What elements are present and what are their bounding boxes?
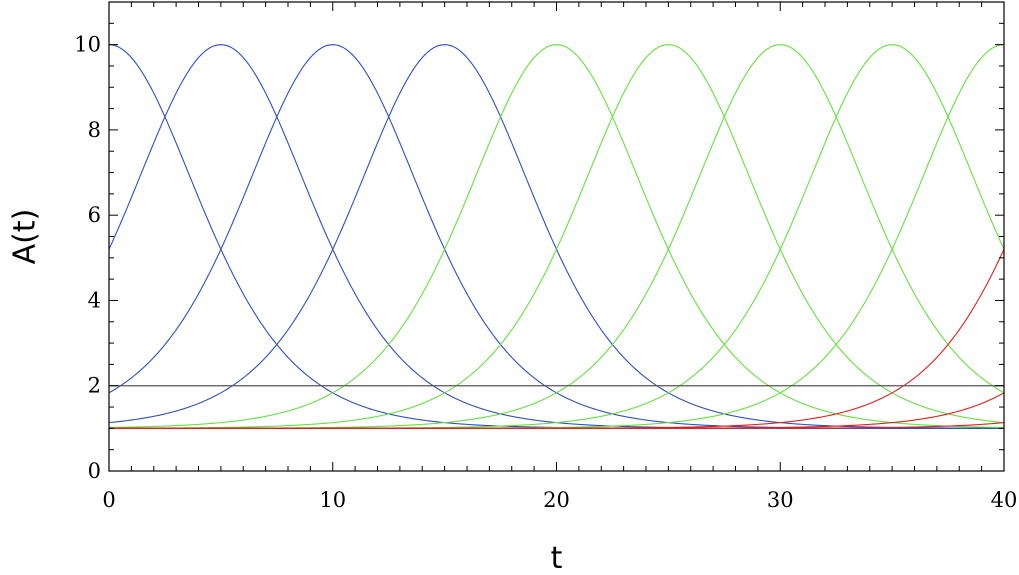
series-line-2	[108, 44, 1004, 429]
y-tick-label: 2	[88, 374, 101, 398]
x-tick-label: 40	[991, 488, 1018, 512]
series-line-3	[108, 44, 1004, 429]
y-tick-label: 10	[74, 33, 101, 57]
series-line-11	[109, 422, 1005, 429]
curves-group	[108, 44, 1005, 429]
x-tick-label: 30	[767, 488, 794, 512]
ticks-group	[108, 1, 1005, 472]
plot-frame	[108, 1, 1005, 472]
x-axis-label: t	[551, 541, 563, 575]
series-line-7	[109, 44, 1005, 429]
series-line-4	[108, 44, 1005, 429]
series-line-9	[109, 249, 1005, 429]
series-line-1	[108, 44, 1004, 429]
series-line-8	[109, 44, 1005, 429]
x-tick-label: 10	[319, 488, 346, 512]
x-tick-label: 20	[543, 488, 570, 512]
y-axis-label: A(t)	[8, 209, 43, 265]
series-line-5	[109, 44, 1005, 429]
y-tick-label: 0	[88, 459, 101, 483]
y-tick-label: 6	[88, 203, 101, 227]
series-line-0	[108, 44, 1004, 429]
tick-labels-group: 0 10 20 30 40 0 2 4 6 8 10	[74, 33, 1017, 512]
x-tick-label: 0	[102, 488, 115, 512]
series-line-6	[109, 44, 1005, 429]
y-tick-label: 4	[88, 288, 101, 312]
y-tick-label: 8	[88, 118, 101, 142]
